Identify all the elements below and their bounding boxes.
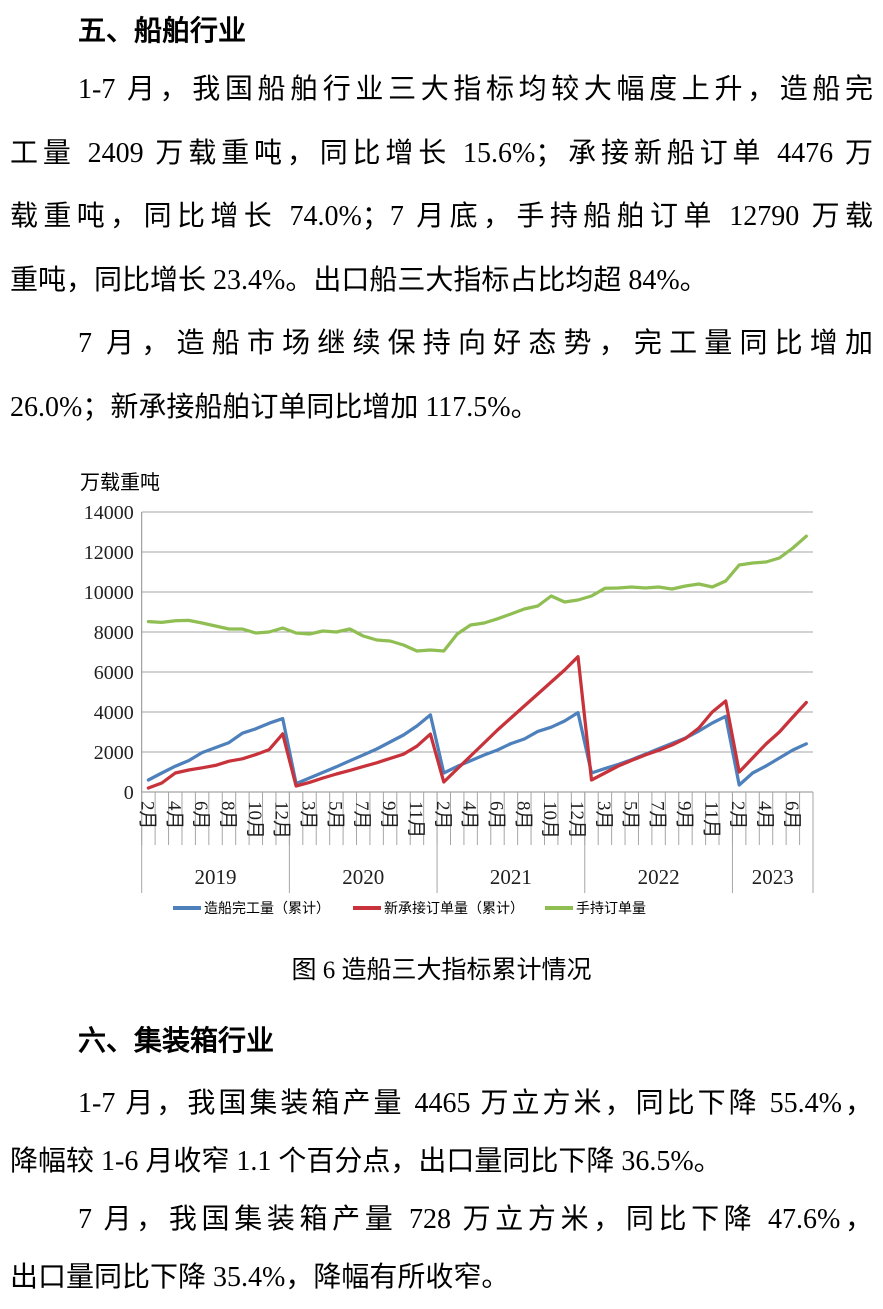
line-chart: 0 2000 4000 6000 8000 10000 12000 14000 2019 2020… <box>84 502 814 893</box>
y-axis-label: 12000 <box>84 542 134 564</box>
month-tick-label: 6月 <box>485 801 506 830</box>
body-line: 26.0%；新承接船舶订单同比增加 117.5%。 <box>10 391 539 423</box>
body-line: 出口量同比下降 35.4%，降幅有所收窄。 <box>10 1262 510 1293</box>
month-tick-label: 8月 <box>217 801 238 830</box>
month-tick-label: 3月 <box>298 801 319 830</box>
month-tick-label: 9月 <box>673 801 694 830</box>
legend-line-icon <box>353 906 381 910</box>
section-6-paragraph-2: 7 月，我国集装箱产量 728 万立方米，同比下降 47.6%， 出口量同比下降… <box>10 1191 873 1307</box>
section-6-heading: 六、集装箱行业 <box>78 1025 275 1056</box>
month-tick-label: 2月 <box>727 801 748 830</box>
month-tick-label: 5月 <box>324 801 345 830</box>
month-tick-label: 10月 <box>244 801 265 839</box>
body-line: 1-7 月，我国船舶行业三大指标均较大幅度上升，造船完 <box>78 74 873 105</box>
body-line: 降幅较 1-6 月收窄 1.1 个百分点，出口量同比下降 36.5%。 <box>10 1146 722 1177</box>
y-axis-label: 0 <box>124 782 134 804</box>
section-5-heading: 五、船舶行业 <box>78 15 247 46</box>
body-line: 载重吨，同比增长 74.0%；7 月底，手持船舶订单 12790 万载 <box>10 201 873 232</box>
section-5-paragraph-2: 7 月，造船市场继续保持向好态势，完工量同比增加 26.0%；新承接船舶订单同比… <box>10 312 873 439</box>
body-line: 1-7 月，我国集装箱产量 4465 万立方米，同比下降 55.4%， <box>78 1088 873 1119</box>
y-axis-label: 8000 <box>94 622 134 644</box>
legend-line-icon <box>173 906 201 910</box>
year-label: 2021 <box>490 865 532 889</box>
month-tick-label: 9月 <box>378 801 399 830</box>
series-line-order-backlog <box>146 534 808 653</box>
month-tick-label: 12月 <box>271 801 292 839</box>
y-axis-label: 4000 <box>94 702 134 724</box>
series-line-new-orders <box>146 655 808 790</box>
legend-item-new-orders: 新承接订单量（累计） <box>353 899 524 917</box>
body-line: 7 月，造船市场继续保持向好态势，完工量同比增加 <box>78 328 873 359</box>
month-tick-label: 12月 <box>566 801 587 839</box>
month-tick-label: 7月 <box>647 801 668 830</box>
month-tick-label: 2月 <box>136 801 157 830</box>
month-tick-label: 11月 <box>700 801 721 838</box>
year-label: 2020 <box>342 865 384 889</box>
y-axis-label: 10000 <box>84 582 134 604</box>
year-label: 2019 <box>195 865 237 889</box>
month-tick-label: 8月 <box>512 801 533 830</box>
body-line: 7 月，我国集装箱产量 728 万立方米，同比下降 47.6%， <box>78 1204 873 1235</box>
month-tick-label: 4月 <box>754 801 775 830</box>
month-tick-label: 11月 <box>405 801 426 838</box>
month-tick-label: 6月 <box>190 801 211 830</box>
year-label: 2023 <box>752 865 794 889</box>
legend-line-icon <box>545 906 573 910</box>
body-line: 重吨，同比增长 23.4%。出口船三大指标占比均超 84%。 <box>10 264 708 296</box>
legend-label: 造船完工量（累计） <box>204 902 330 917</box>
legend-item-order-backlog: 手持订单量 <box>545 899 646 917</box>
month-tick-label: 3月 <box>593 801 614 830</box>
legend-item-completions: 造船完工量（累计） <box>173 899 330 917</box>
year-label: 2022 <box>638 865 680 889</box>
month-tick-label: 6月 <box>781 801 802 830</box>
body-line: 工量 2409 万载重吨，同比增长 15.6%；承接新船订单 4476 万 <box>10 137 873 169</box>
month-tick-label: 4月 <box>459 801 480 830</box>
month-tick-label: 7月 <box>351 801 372 830</box>
y-axis-label: 6000 <box>94 662 134 684</box>
chart-unit-label: 万载重吨 <box>80 472 160 494</box>
month-tick-label: 2月 <box>432 801 453 830</box>
month-tick-label: 4月 <box>163 801 184 830</box>
y-axis-label: 14000 <box>84 502 134 524</box>
section-6-paragraph-1: 1-7 月，我国集装箱产量 4465 万立方米，同比下降 55.4%， 降幅较 … <box>10 1075 873 1191</box>
y-axis-label: 2000 <box>94 742 134 764</box>
month-tick-label: 10月 <box>539 801 560 839</box>
section-5-paragraph-1: 1-7 月，我国船舶行业三大指标均较大幅度上升，造船完 工量 2409 万载重吨… <box>10 58 873 312</box>
figure-caption: 图 6 造船三大指标累计情况 <box>291 957 592 984</box>
series-line-completions <box>146 710 808 787</box>
legend-label: 手持订单量 <box>576 902 646 917</box>
legend-label: 新承接订单量（累计） <box>384 902 524 917</box>
month-tick-label: 5月 <box>620 801 641 830</box>
